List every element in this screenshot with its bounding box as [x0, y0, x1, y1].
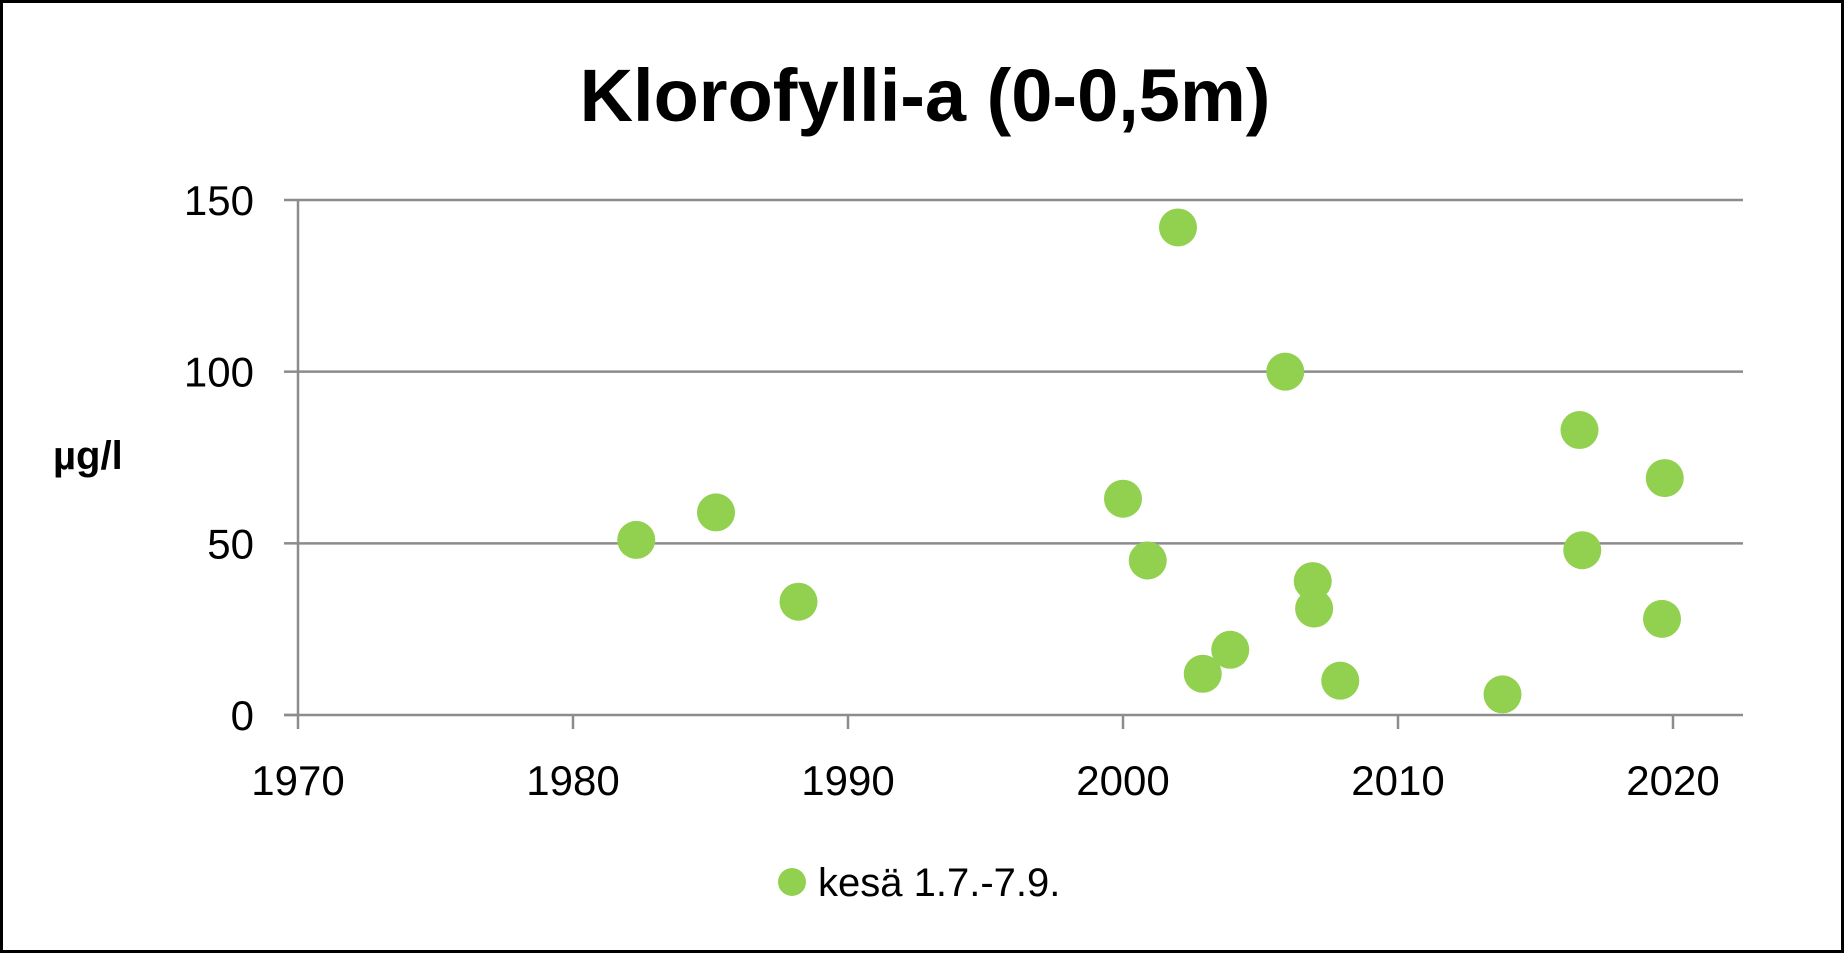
chart-title: Klorofylli-a (0-0,5m) — [580, 54, 1271, 137]
data-point-4 — [1104, 479, 1142, 518]
data-point-12 — [1321, 661, 1360, 700]
x-tick-label-1970: 1970 — [251, 757, 344, 804]
y-tick-label-50: 50 — [207, 520, 254, 567]
x-tick-label-1990: 1990 — [801, 757, 894, 804]
data-point-3 — [779, 582, 818, 621]
y-tick-labels: 0 50 100 150 — [184, 177, 254, 739]
data-point-17 — [1645, 459, 1684, 498]
x-tick-label-2020: 2020 — [1626, 757, 1719, 804]
data-point-13 — [1483, 675, 1522, 714]
legend: kesä 1.7.-7.9. — [778, 861, 1060, 905]
data-point-2 — [697, 493, 735, 532]
data-point-5 — [1128, 541, 1167, 580]
x-tick-label-2000: 2000 — [1076, 757, 1169, 804]
data-point-8 — [1211, 630, 1250, 669]
scatter-chart: Klorofylli-a (0-0,5m) 0 50 100 150 1970 1980… — [53, 54, 1743, 905]
x-tick-labels: 1970 1980 1990 2000 2010 2020 — [251, 757, 1719, 804]
gridlines — [298, 198, 1743, 545]
y-tick-label-0: 0 — [231, 692, 254, 739]
legend-marker — [778, 868, 806, 896]
data-point-1 — [617, 520, 656, 559]
x-tick-label-2010: 2010 — [1351, 757, 1444, 804]
data-point-11 — [1295, 589, 1334, 628]
axes — [284, 198, 1743, 729]
y-tick-label-100: 100 — [184, 349, 254, 396]
data-point-7 — [1183, 654, 1222, 693]
data-point-10 — [1293, 562, 1332, 601]
y-tick-label-150: 150 — [184, 177, 254, 224]
y-axis-title: µg/l — [53, 434, 123, 478]
data-point-16 — [1643, 599, 1681, 638]
data-point-15 — [1563, 531, 1602, 570]
data-point-9 — [1266, 352, 1305, 391]
x-tick-label-1980: 1980 — [526, 757, 619, 804]
legend-label: kesä 1.7.-7.9. — [818, 861, 1060, 905]
data-point-6 — [1159, 208, 1197, 247]
data-point-14 — [1560, 411, 1599, 450]
data-points — [617, 208, 1684, 714]
